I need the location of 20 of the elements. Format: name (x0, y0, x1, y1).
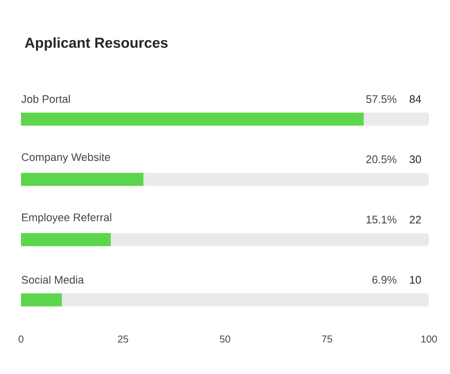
bar (21, 233, 111, 246)
data-label: 84 (410, 95, 422, 103)
annotation: 57.5% (366, 95, 396, 103)
y-tick-label: Employee Referral (22, 213, 112, 224)
bar (21, 293, 62, 306)
data-label: 30 (410, 155, 421, 164)
x-tick-label: 50 (220, 336, 230, 343)
chart-title: Applicant Resources (24, 37, 168, 51)
y-tick-label: Job Portal (21, 94, 70, 103)
data-label: 10 (410, 276, 421, 284)
x-tick-label: 100 (421, 336, 437, 343)
annotation: 20.5% (366, 155, 396, 164)
annotation: 15.1% (366, 216, 396, 224)
x-tick-label: 75 (322, 336, 332, 342)
y-tick-label: Social Media (22, 276, 84, 284)
y-tick-label: Company Website (22, 152, 110, 164)
data-label: 22 (410, 216, 421, 224)
x-tick-label: 25 (118, 336, 128, 343)
x-tick-label: 0 (18, 336, 24, 343)
annotation: 6.9% (372, 276, 396, 284)
